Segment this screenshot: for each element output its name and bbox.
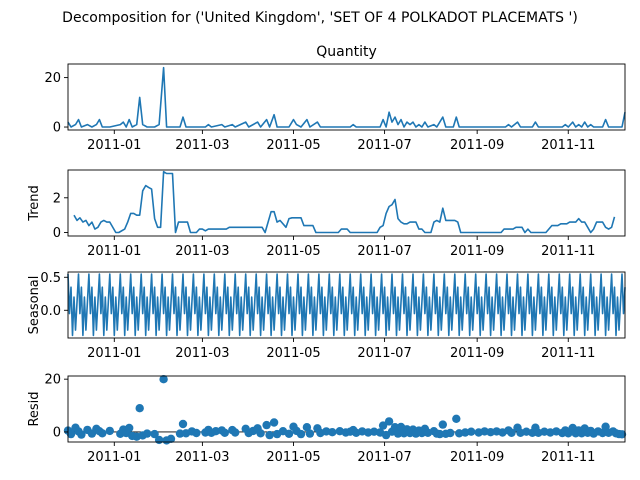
y-axis-label: Resid bbox=[27, 391, 42, 426]
x-tick-label: 2011-09 bbox=[450, 346, 504, 361]
trend-line bbox=[73, 170, 616, 234]
resid-point bbox=[452, 414, 461, 423]
x-tick-label: 2011-07 bbox=[357, 346, 411, 361]
y-tick-label: 0 bbox=[53, 425, 61, 440]
resid-point bbox=[142, 429, 152, 438]
resid-point bbox=[269, 418, 279, 427]
resid-point bbox=[220, 428, 229, 437]
resid-point bbox=[192, 428, 201, 438]
y-tick-label: 20 bbox=[44, 71, 61, 86]
x-tick-label: 2011-05 bbox=[266, 450, 320, 465]
quantity-axes-frame bbox=[67, 63, 626, 131]
y-tick-label: 20 bbox=[44, 373, 61, 388]
trend-axes-frame bbox=[67, 169, 626, 237]
panel-title: Quantity bbox=[316, 44, 377, 60]
resid-point bbox=[296, 429, 306, 439]
resid-point bbox=[265, 430, 274, 440]
x-tick-label: 2011-05 bbox=[266, 138, 320, 153]
x-tick-label: 2011-03 bbox=[175, 244, 229, 259]
panel-quantity: 0 20 2011-01 2011-03 2011-05 2011-07 2011-09 20… bbox=[44, 44, 626, 153]
resid-point bbox=[302, 423, 312, 432]
x-tick-label: 2011-05 bbox=[266, 244, 320, 259]
y-tick-label: 0 bbox=[53, 121, 61, 136]
panel-resid: 0 20 2011-01 2011-03 2011-05 2011-07 2011-09 20… bbox=[27, 373, 627, 465]
x-tick-label: 2011-11 bbox=[541, 450, 595, 465]
resid-point bbox=[166, 434, 176, 443]
resid-point bbox=[66, 429, 76, 439]
resid-point bbox=[284, 429, 294, 438]
resid-point bbox=[438, 420, 447, 429]
panel-seasonal: 0.5 0.0 2011-01 2011-03 2011-05 2011-07 2011-0… bbox=[27, 271, 626, 361]
resid-point bbox=[328, 428, 337, 437]
quantity-line bbox=[67, 66, 626, 128]
x-tick-label: 2011-11 bbox=[541, 346, 595, 361]
resid-point bbox=[378, 421, 388, 430]
x-tick-label: 2011-01 bbox=[87, 138, 141, 153]
x-tick-label: 2011-09 bbox=[450, 138, 504, 153]
x-tick-label: 2011-01 bbox=[87, 450, 141, 465]
resid-point bbox=[305, 429, 315, 438]
x-tick-label: 2011-09 bbox=[450, 450, 504, 465]
resid-point bbox=[446, 428, 455, 438]
x-tick-label: 2011-01 bbox=[87, 346, 141, 361]
resid-point bbox=[125, 423, 134, 433]
x-tick-label: 2011-03 bbox=[175, 450, 229, 465]
resid-point bbox=[384, 417, 394, 426]
x-tick-label: 2011-09 bbox=[450, 244, 504, 259]
resid-point bbox=[598, 428, 607, 438]
resid-point bbox=[175, 429, 185, 438]
resid-point bbox=[393, 429, 403, 438]
resid-point bbox=[256, 429, 265, 438]
resid-point bbox=[467, 427, 476, 436]
y-tick-label: 0 bbox=[53, 226, 61, 241]
resid-point bbox=[135, 404, 144, 413]
resid-point bbox=[262, 420, 271, 430]
figure-title: Decomposition for ('United Kingdom', 'SE… bbox=[62, 10, 578, 26]
resid-axes-frame bbox=[67, 375, 626, 443]
x-tick-label: 2011-03 bbox=[175, 138, 229, 153]
resid-point bbox=[150, 429, 159, 439]
resid-point bbox=[507, 428, 516, 437]
x-tick-label: 2011-11 bbox=[541, 244, 595, 259]
resid-point bbox=[105, 426, 115, 436]
resid-point bbox=[159, 375, 168, 384]
x-tick-label: 2011-07 bbox=[357, 450, 411, 465]
resid-point bbox=[77, 430, 86, 439]
y-axis-label: Seasonal bbox=[27, 276, 42, 335]
x-tick-label: 2011-05 bbox=[266, 346, 320, 361]
resid-point bbox=[390, 423, 400, 432]
y-tick-label: 0.0 bbox=[40, 304, 61, 319]
resid-point bbox=[435, 429, 444, 439]
resid-point bbox=[178, 419, 188, 429]
panel-trend: 0 2 2011-01 2011-03 2011-05 2011-07 2011-09 201… bbox=[27, 169, 626, 259]
x-tick-label: 2011-07 bbox=[357, 138, 411, 153]
y-tick-label: 2 bbox=[53, 191, 61, 206]
x-tick-label: 2011-11 bbox=[541, 138, 595, 153]
resid-point bbox=[154, 435, 164, 445]
seasonal-line bbox=[67, 273, 626, 337]
x-tick-label: 2011-07 bbox=[357, 244, 411, 259]
y-axis-label: Trend bbox=[27, 185, 42, 222]
x-tick-label: 2011-01 bbox=[87, 244, 141, 259]
seasonal-axes-frame bbox=[67, 271, 626, 339]
y-tick-label: 0.5 bbox=[40, 271, 61, 286]
resid-point bbox=[98, 429, 107, 438]
resid-point bbox=[617, 430, 627, 439]
resid-point bbox=[231, 428, 240, 437]
x-tick-label: 2011-03 bbox=[175, 346, 229, 361]
